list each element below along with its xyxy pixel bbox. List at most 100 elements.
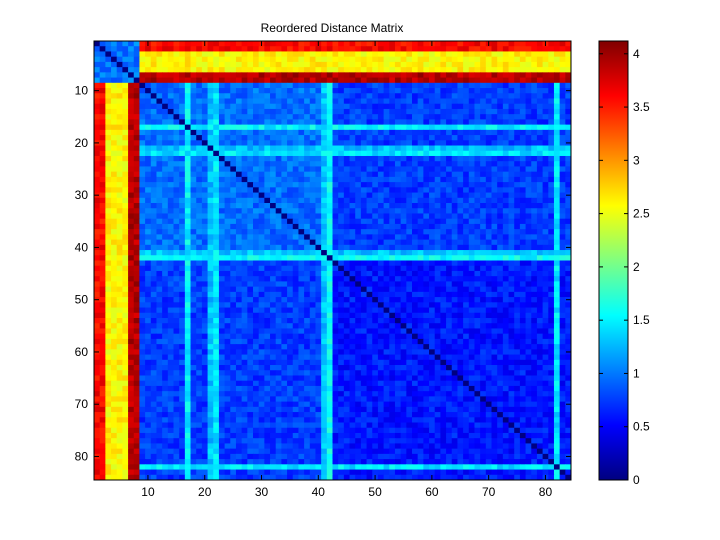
heatmap-cell	[167, 291, 174, 298]
heatmap-cell	[468, 291, 475, 298]
heatmap-cell	[412, 114, 419, 120]
heatmap-cell	[423, 229, 430, 235]
heatmap-cell	[536, 176, 544, 183]
heatmap-cell	[128, 67, 135, 73]
heatmap-cell	[457, 286, 464, 293]
heatmap-cell	[275, 333, 282, 340]
heatmap-cell	[247, 67, 254, 73]
heatmap-cell	[173, 140, 180, 147]
heatmap-cell	[440, 281, 447, 288]
heatmap-cell	[218, 307, 226, 314]
heatmap-cell	[173, 145, 180, 152]
heatmap-cell	[224, 61, 231, 68]
heatmap-cell	[298, 297, 305, 303]
heatmap-cell	[394, 286, 402, 293]
heatmap-cell	[162, 307, 169, 314]
heatmap-cell	[122, 192, 129, 199]
heatmap-cell	[173, 171, 180, 178]
heatmap-cell	[468, 155, 475, 162]
heatmap-cell	[332, 286, 339, 293]
heatmap-cell	[298, 114, 305, 120]
heatmap-cell	[366, 135, 373, 141]
heatmap-cell	[270, 56, 277, 63]
heatmap-cell	[179, 203, 186, 209]
heatmap-cell	[548, 250, 555, 256]
heatmap-cell	[218, 323, 226, 329]
heatmap-cell	[480, 223, 487, 230]
heatmap-cell	[150, 176, 157, 183]
heatmap-cell	[548, 229, 555, 235]
heatmap-cell	[207, 312, 214, 319]
heatmap-cell	[463, 244, 470, 251]
heatmap-cell	[480, 218, 487, 225]
heatmap-cell	[196, 187, 203, 194]
heatmap-cell	[201, 192, 209, 199]
heatmap-cell	[207, 234, 214, 241]
heatmap-cell	[116, 229, 123, 235]
heatmap-cell	[343, 333, 351, 340]
heatmap-cell	[542, 291, 549, 298]
heatmap-cell	[235, 161, 243, 167]
heatmap-cell	[451, 41, 458, 47]
heatmap-cell	[412, 98, 419, 105]
heatmap-cell	[235, 260, 243, 267]
heatmap-cell	[241, 291, 248, 298]
heatmap-cell	[321, 82, 328, 89]
heatmap-cell	[400, 281, 407, 288]
heatmap-cell	[412, 239, 419, 246]
heatmap-cell	[133, 88, 140, 94]
heatmap-cell	[366, 291, 373, 298]
heatmap-cell	[241, 77, 248, 84]
heatmap-cell	[122, 56, 129, 63]
heatmap-cell	[343, 56, 351, 63]
heatmap-cell	[122, 93, 129, 99]
heatmap-cell	[309, 61, 316, 68]
heatmap-cell	[292, 72, 299, 79]
heatmap-cell	[133, 291, 140, 298]
heatmap-cell	[474, 270, 481, 277]
heatmap-cell	[412, 333, 419, 340]
heatmap-cell	[434, 270, 441, 277]
heatmap-cell	[343, 155, 351, 162]
heatmap-cell	[372, 161, 379, 167]
heatmap-cell	[519, 229, 527, 235]
heatmap-cell	[315, 344, 322, 350]
heatmap-cell	[423, 108, 430, 115]
heatmap-cell	[309, 223, 316, 230]
heatmap-cell	[502, 218, 510, 225]
heatmap-cell	[99, 155, 106, 162]
heatmap-cell	[400, 323, 407, 329]
heatmap-cell	[491, 276, 498, 282]
heatmap-cell	[139, 192, 146, 199]
heatmap-cell	[230, 203, 237, 209]
heatmap-cell	[218, 166, 226, 173]
heatmap-cell	[162, 88, 169, 94]
heatmap-cell	[173, 297, 180, 303]
heatmap-cell	[514, 93, 521, 99]
heatmap-cell	[366, 302, 373, 309]
heatmap-cell	[355, 161, 362, 167]
heatmap-cell	[218, 135, 226, 141]
heatmap-cell	[139, 140, 146, 147]
heatmap-cell	[218, 108, 226, 115]
heatmap-cell	[355, 307, 362, 314]
heatmap-cell	[508, 333, 515, 340]
heatmap-cell	[360, 297, 368, 303]
heatmap-cell	[304, 88, 311, 94]
heatmap-cell	[235, 187, 243, 194]
heatmap-cell	[372, 203, 379, 209]
heatmap-cell	[548, 328, 555, 335]
heatmap-cell	[179, 119, 186, 126]
heatmap-cell	[275, 145, 282, 152]
heatmap-cell	[111, 77, 118, 84]
heatmap-cell	[241, 114, 248, 120]
heatmap-cell	[281, 124, 288, 131]
heatmap-cell	[531, 124, 538, 131]
heatmap-cell	[349, 255, 356, 261]
heatmap-cell	[156, 161, 163, 167]
heatmap-cell	[224, 182, 231, 188]
heatmap-cell	[287, 302, 294, 309]
heatmap-cell	[167, 265, 174, 272]
heatmap-cell	[184, 286, 192, 293]
heatmap-cell	[224, 93, 231, 99]
